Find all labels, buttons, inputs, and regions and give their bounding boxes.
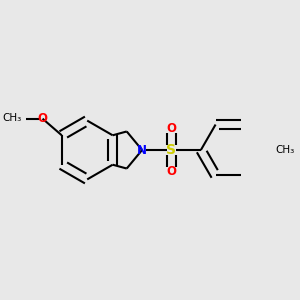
Text: O: O <box>38 112 48 125</box>
Text: O: O <box>167 165 176 178</box>
Text: CH₃: CH₃ <box>275 145 295 155</box>
Text: S: S <box>167 143 176 157</box>
Text: O: O <box>167 122 176 135</box>
Text: N: N <box>137 143 147 157</box>
Text: CH₃: CH₃ <box>3 113 22 123</box>
